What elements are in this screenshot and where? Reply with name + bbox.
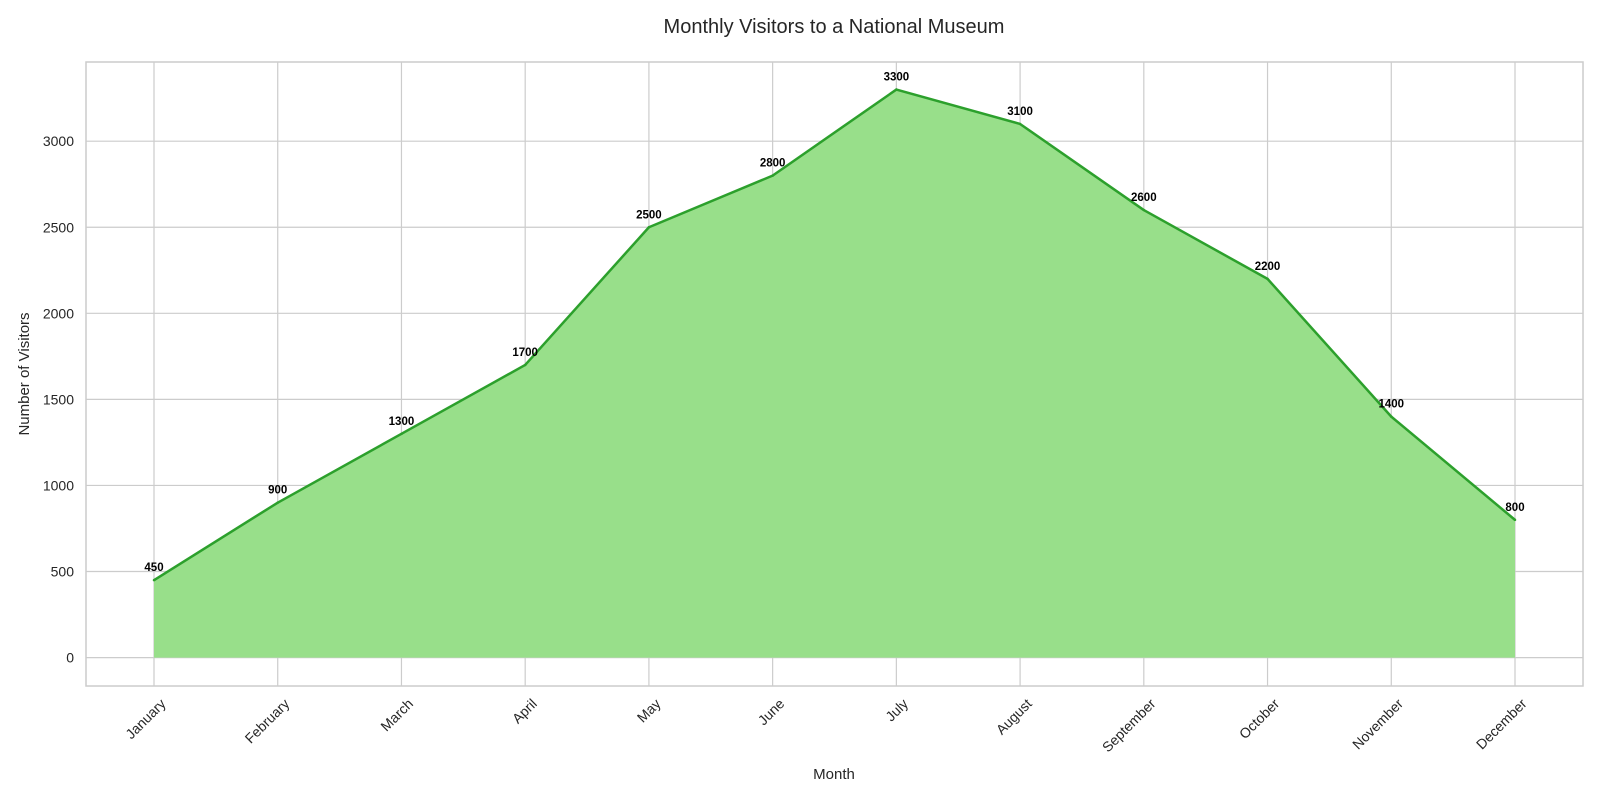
- data-label-december: 800: [1505, 502, 1524, 514]
- series-point-may: [647, 226, 651, 229]
- data-label-february: 900: [268, 485, 287, 497]
- series-point-september: [1142, 208, 1146, 212]
- data-label-january: 450: [144, 562, 163, 574]
- y-tick-label: 3000: [43, 133, 74, 149]
- series-point-december: [1513, 518, 1517, 522]
- series-point-february: [276, 501, 279, 504]
- data-label-march: 1300: [389, 416, 415, 428]
- y-tick-label: 1500: [43, 391, 74, 407]
- chart-title: Monthly Visitors to a National Museum: [664, 16, 1005, 38]
- data-label-april: 1700: [512, 347, 538, 359]
- data-label-october: 2200: [1255, 261, 1281, 273]
- data-label-july: 3300: [884, 72, 910, 84]
- x-axis-label: Month: [813, 766, 855, 783]
- series-point-october: [1266, 277, 1269, 281]
- series-point-april: [523, 363, 527, 367]
- series-point-january: [152, 578, 156, 582]
- y-tick-label: 500: [51, 564, 75, 580]
- data-label-august: 3100: [1007, 106, 1033, 118]
- y-axis-label: Number of Visitors: [16, 312, 33, 435]
- series-point-june: [771, 174, 774, 177]
- y-tick-label: 1000: [43, 477, 74, 493]
- series-point-march: [400, 432, 403, 436]
- data-label-may: 2500: [636, 209, 662, 221]
- series-point-november: [1390, 415, 1393, 418]
- data-label-layer: 450 900 1300 1700 2500 2800 3300 3100 2600 2200 14…: [144, 72, 1524, 575]
- series-area-fill: [154, 89, 1515, 658]
- area-layer: [152, 88, 1517, 658]
- y-tick-label: 2500: [43, 219, 74, 235]
- series-point-july: [895, 88, 898, 91]
- data-label-june: 2800: [760, 158, 786, 170]
- plot-frame: [85, 61, 1584, 687]
- series-line: [153, 88, 1516, 582]
- y-tick-label: 0: [66, 650, 74, 666]
- series-point-august: [1018, 122, 1022, 126]
- data-label-september: 2600: [1131, 192, 1157, 204]
- y-tick-layer: 0 500 1000 1500 2000 2500 3000: [43, 133, 74, 665]
- y-tick-label: 2000: [43, 305, 74, 321]
- data-label-november: 1400: [1378, 399, 1404, 411]
